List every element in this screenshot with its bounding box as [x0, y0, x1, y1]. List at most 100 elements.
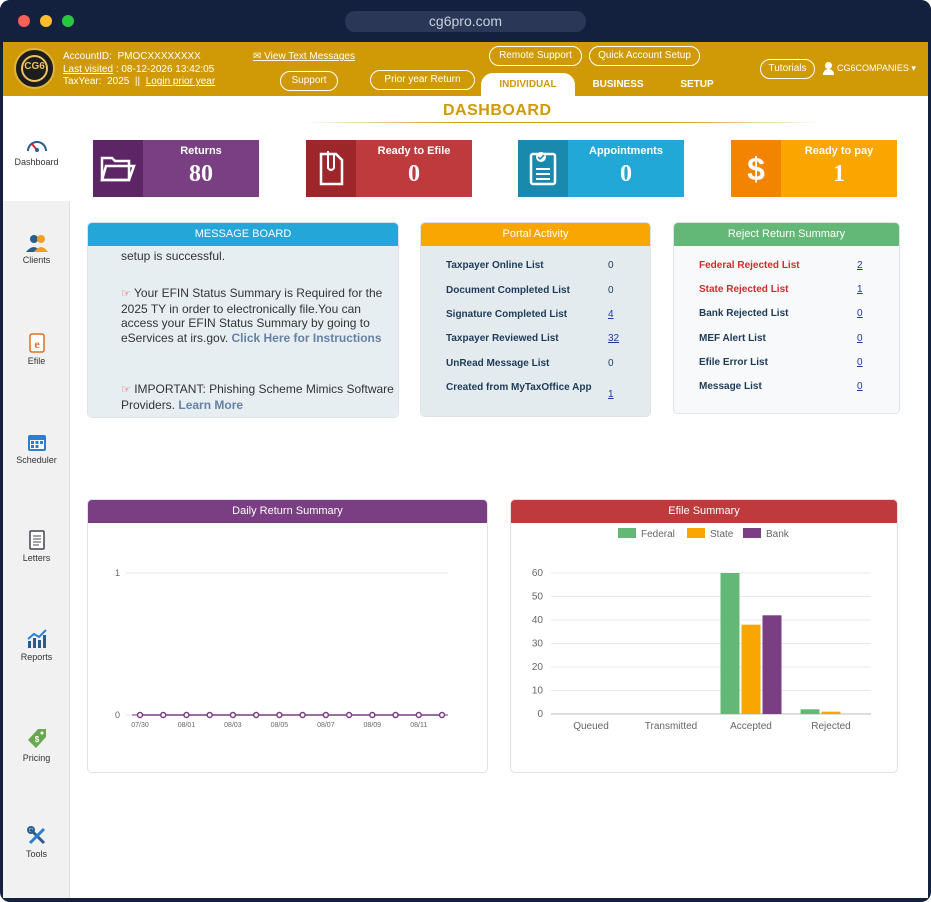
user-menu[interactable]: CG6COMPANIES ▾	[823, 62, 916, 75]
legend-swatch	[687, 528, 705, 538]
sidebar-item-dashboard[interactable]: Dashboard	[3, 96, 70, 201]
federal-rejected-count[interactable]: 2	[857, 260, 863, 271]
signature-completed-count[interactable]: 4	[608, 309, 614, 320]
efile-error-link[interactable]: Efile Error List	[699, 357, 768, 368]
message-list-link[interactable]: Message List	[699, 381, 762, 392]
efile-error-count[interactable]: 0	[857, 357, 863, 368]
x-tick-label: 07/30	[131, 722, 149, 729]
title-divider	[303, 122, 823, 123]
message-efin-text: Your EFIN Status Summary is Required for…	[121, 286, 383, 345]
efile-summary-title: Efile Summary	[511, 500, 897, 523]
ready-to-pay-card[interactable]: $ Ready to pay 1	[731, 140, 897, 197]
bar	[821, 711, 841, 714]
state-rejected-count[interactable]: 1	[857, 284, 863, 295]
ready-to-pay-value: 1	[833, 161, 845, 187]
sidebar-item-scheduler[interactable]: Scheduler	[3, 432, 70, 472]
efile-summary-panel: Efile Summary Federal State Bank 0 10 20 30 40 5…	[510, 499, 898, 773]
sidebar-item-reports[interactable]: Reports	[3, 629, 70, 669]
x-tick-label: 08/11	[410, 722, 427, 729]
tab-business[interactable]: BUSINESS	[592, 79, 644, 90]
x-tick-label: 08/03	[224, 722, 242, 729]
portal-activity-panel: Portal Activity Taxpayer Online List 0 D…	[420, 222, 651, 417]
bank-rejected-count[interactable]: 0	[857, 308, 863, 319]
legend-label: State	[710, 529, 734, 540]
account-id: PMOCXXXXXXXX	[117, 51, 201, 62]
chart-trend-icon	[26, 629, 47, 648]
mef-alert-link[interactable]: MEF Alert List	[699, 333, 766, 344]
quick-account-setup-button[interactable]: Quick Account Setup	[589, 46, 700, 66]
ready-to-efile-card[interactable]: Ready to Efile 0	[306, 140, 472, 197]
login-prior-year-link[interactable]: Login prior year	[145, 76, 216, 87]
data-point	[206, 711, 213, 719]
view-text-messages-link[interactable]: ✉ View Text Messages	[253, 51, 355, 62]
bar	[720, 573, 740, 714]
daily-return-chart[interactable]: 0 1 07/30 08/01 08/03 08/05 08/07 08/09 08/11	[88, 523, 487, 773]
learn-more-link[interactable]: Learn More	[178, 397, 244, 412]
data-point	[159, 711, 167, 719]
tutorials-button[interactable]: Tutorials	[760, 59, 815, 79]
appointments-card[interactable]: Appointments 0	[518, 140, 684, 197]
last-visited-link[interactable]: Last visited	[63, 63, 114, 75]
document-completed-link[interactable]: Document Completed List	[446, 285, 570, 296]
signature-completed-link[interactable]: Signature Completed List	[446, 309, 568, 320]
dollar-icon: $	[731, 140, 781, 197]
sidebar-item-label: Dashboard	[14, 157, 59, 167]
sidebar-item-tools[interactable]: Tools	[3, 826, 70, 866]
calendar-icon	[27, 435, 46, 451]
returns-card[interactable]: Returns 80	[93, 140, 259, 197]
account-id-label: AccountID:	[63, 51, 112, 62]
message-board-panel: MESSAGE BOARD setup is successful. ☞ You…	[87, 222, 399, 418]
message-list-count[interactable]: 0	[857, 381, 863, 392]
sidebar-item-efile[interactable]: e Efile	[3, 333, 70, 373]
mef-alert-count[interactable]: 0	[857, 333, 863, 344]
page-content: CG6 AccountID: PMOCXXXXXXXX Last visited…	[3, 42, 928, 898]
taxpayer-reviewed-count[interactable]: 32	[608, 333, 620, 344]
remote-support-button[interactable]: Remote Support	[489, 46, 582, 66]
last-visited-value: : 08-12-2026 13:42:05	[115, 63, 215, 75]
maximize-window-button[interactable]	[62, 15, 74, 27]
created-from-app-link[interactable]: Created from MyTaxOffice App	[446, 382, 592, 393]
legend-label: Federal	[641, 529, 675, 540]
sidebar-item-label: Reports	[20, 652, 53, 662]
message-board-body[interactable]: setup is successful. ☞ Your EFIN Status …	[88, 246, 398, 417]
envelope-icon: ✉	[253, 51, 262, 62]
close-window-button[interactable]	[18, 15, 30, 27]
efile-summary-chart[interactable]: Federal State Bank 0 10 20 30 40 50 60 Queued Trans…	[511, 523, 897, 773]
address-bar[interactable]: cg6pro.com	[345, 11, 586, 32]
state-rejected-link[interactable]: State Rejected List	[699, 284, 789, 295]
sidebar-item-pricing[interactable]: $ Pricing	[3, 728, 70, 768]
taxpayer-online-link[interactable]: Taxpayer Online List	[446, 260, 544, 271]
click-here-instructions-link[interactable]: Click Here for Instructions	[231, 330, 382, 345]
user-icon	[823, 62, 834, 75]
sidebar-item-label: Letters	[22, 553, 51, 563]
tab-setup[interactable]: SETUP	[680, 79, 714, 90]
support-button[interactable]: Support	[280, 71, 338, 91]
message-partial: setup is successful.	[121, 249, 226, 263]
bank-rejected-link[interactable]: Bank Rejected List	[699, 308, 789, 319]
data-point	[299, 711, 306, 719]
taxpayer-reviewed-link[interactable]: Taxpayer Reviewed List	[446, 333, 559, 344]
daily-return-summary-panel: Daily Return Summary 0 1 07/30 08/01 08/03 08…	[87, 499, 488, 773]
svg-text:e: e	[34, 337, 40, 351]
x-tick-label: 08/09	[364, 722, 382, 729]
sidebar-item-letters[interactable]: Letters	[3, 530, 70, 570]
prior-year-return-button[interactable]: Prior year Return	[370, 70, 475, 90]
data-point	[252, 711, 260, 719]
checklist-icon	[518, 140, 568, 197]
y-tick-label: 10	[532, 686, 544, 697]
y-tick-label: 30	[532, 639, 544, 650]
sidebar-item-clients[interactable]: Clients	[3, 234, 70, 274]
message-phishing: ☞ IMPORTANT: Phishing Scheme Mimics Soft…	[121, 382, 396, 412]
x-tick-label: Transmitted	[645, 721, 697, 732]
created-from-app-count[interactable]: 1	[608, 389, 614, 400]
company-logo[interactable]: CG6	[14, 48, 55, 89]
unread-message-link[interactable]: UnRead Message List	[446, 358, 550, 369]
federal-rejected-link[interactable]: Federal Rejected List	[699, 260, 800, 271]
tab-individual[interactable]: INDIVIDUAL	[481, 73, 575, 96]
minimize-window-button[interactable]	[40, 15, 52, 27]
y-tick-label: 1	[115, 568, 120, 578]
x-tick-label: 08/01	[178, 722, 196, 729]
users-icon	[25, 235, 48, 252]
tax-year-separator: ||	[134, 76, 141, 87]
